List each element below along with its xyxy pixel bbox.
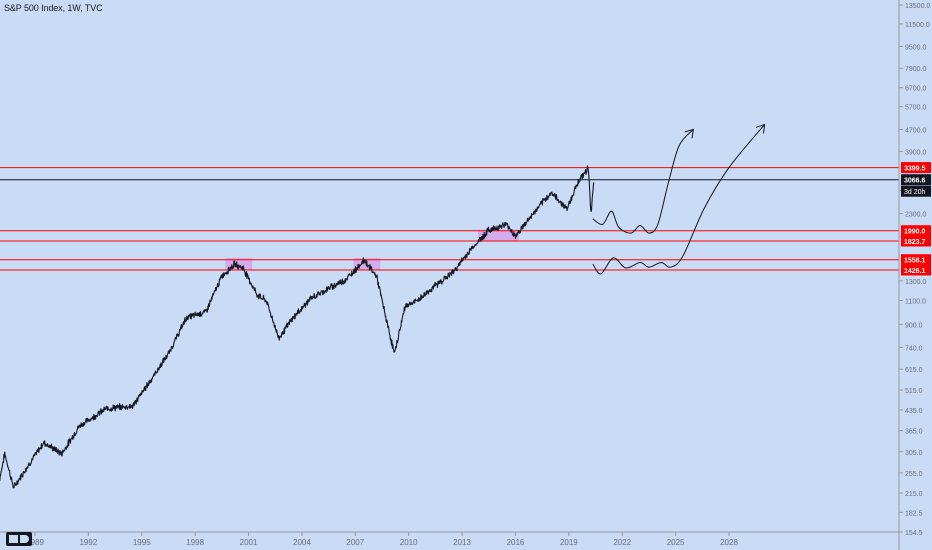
- price-badge: [901, 254, 931, 266]
- y-tick-label: 255.0: [905, 471, 923, 478]
- y-tick-label: 2300.0: [905, 212, 927, 219]
- projection-arrowhead: [755, 123, 766, 134]
- x-axis: 1989 1992 1995 1998 2001 2004 2007 2010 2013 2016…: [0, 531, 899, 547]
- price-badge: [901, 225, 931, 237]
- x-tick-label: 2010: [400, 538, 418, 547]
- x-tick-label: 2022: [613, 538, 631, 547]
- price-series: [0, 165, 595, 489]
- y-tick-label: 1100.0: [905, 299, 926, 306]
- x-tick-label: 2016: [507, 538, 525, 547]
- x-tick-label: 2001: [240, 538, 258, 547]
- highlight-zone: [478, 229, 520, 241]
- price-badges: 3399.5 3066.6 1990.0 1823.7 1556.1 1426.1 3d 2…: [901, 162, 931, 276]
- y-tick-label: 215.0: [905, 491, 923, 498]
- price-badge-label: 1556.1: [904, 258, 926, 265]
- x-tick-label: 1998: [186, 538, 204, 547]
- y-tick-label: 154.5: [905, 530, 923, 537]
- x-tick-label: 2025: [667, 538, 685, 547]
- price-badge: [901, 174, 931, 186]
- countdown-badge: [901, 185, 931, 197]
- y-tick-label: 3900.0: [905, 149, 927, 156]
- x-tick-label: 2019: [560, 538, 578, 547]
- y-tick-label: 13500.0: [905, 3, 930, 10]
- y-tick-label: 9500.0: [905, 44, 927, 51]
- level-lines: [0, 167, 899, 271]
- y-tick-label: 1300.0: [905, 279, 927, 286]
- y-tick-label: 435.0: [905, 408, 923, 415]
- countdown-label: 3d 20h: [904, 189, 926, 196]
- y-tick-label: 182.5: [905, 510, 923, 517]
- price-badge: [901, 264, 931, 276]
- price-badge-label: 3066.6: [904, 178, 926, 185]
- y-tick-label: 615.0: [905, 367, 923, 374]
- y-tick-label: 515.0: [905, 388, 923, 395]
- x-tick-label: 1995: [133, 538, 151, 547]
- tradingview-logo[interactable]: [6, 532, 32, 546]
- y-tick-label: 7900.0: [905, 66, 927, 73]
- x-tick-label: 2028: [720, 538, 738, 547]
- x-tick-label: 1992: [79, 538, 97, 547]
- x-tick-label: 2007: [346, 538, 364, 547]
- projection-path[interactable]: [592, 124, 765, 275]
- highlight-zones: [225, 229, 520, 271]
- projection-path[interactable]: [592, 129, 694, 234]
- y-tick-label: 4700.0: [905, 127, 927, 134]
- price-badge-label: 3399.5: [904, 166, 926, 173]
- x-tick-label: 2013: [453, 538, 471, 547]
- chart-title: S&P 500 Index, 1W, TVC: [4, 3, 103, 13]
- y-tick-label: 11500.0: [905, 22, 930, 29]
- price-badge-label: 1990.0: [904, 229, 926, 236]
- price-badge: [901, 162, 931, 174]
- price-badge-label: 1823.7: [904, 239, 926, 246]
- y-tick-label: 5700.0: [905, 105, 927, 112]
- y-tick-label: 900.0: [905, 322, 923, 329]
- y-tick-label: 305.0: [905, 450, 923, 457]
- projection-drawings: [592, 123, 766, 275]
- x-tick-label: 1989: [26, 538, 44, 547]
- y-tick-label: 365.0: [905, 429, 923, 436]
- price-badge-label: 1426.1: [904, 268, 926, 275]
- projection-arrowhead: [684, 128, 695, 139]
- price-line: [0, 165, 595, 489]
- y-tick-label: 6700.0: [905, 86, 927, 93]
- y-tick-label: 740.0: [905, 345, 923, 352]
- x-tick-label: 2004: [293, 538, 311, 547]
- price-badge: [901, 235, 931, 247]
